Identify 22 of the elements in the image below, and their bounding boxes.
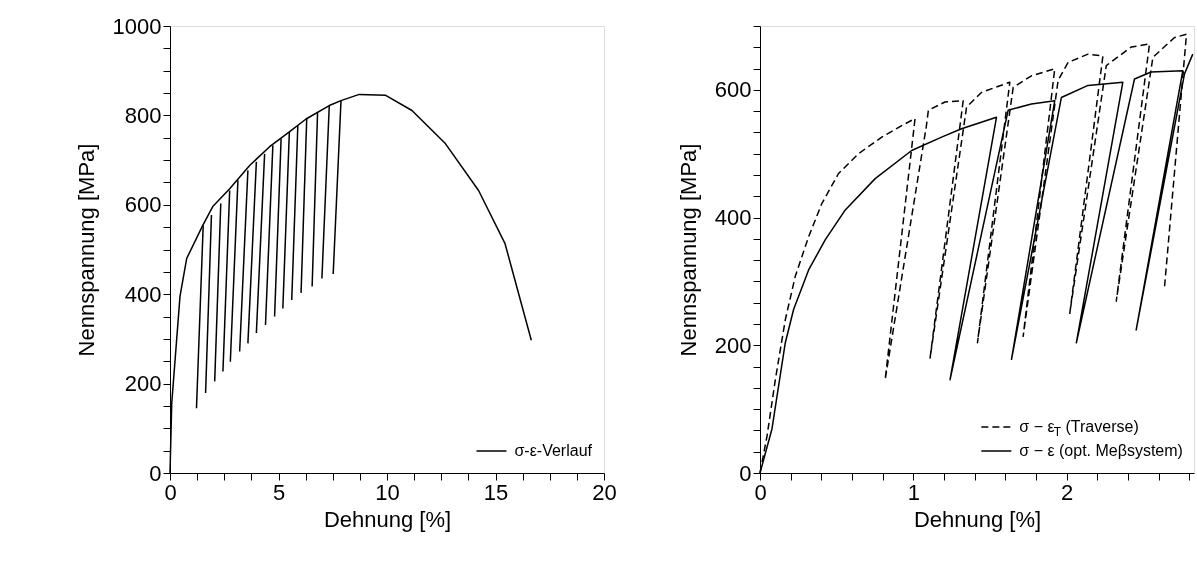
y-tick-label: 600	[124, 192, 162, 218]
y-tick-label: 600	[714, 77, 752, 103]
y-tick-label: 400	[714, 205, 752, 231]
x-tick-label: 10	[375, 479, 400, 505]
x-tick-label: 5	[272, 479, 286, 505]
y-tick-label: 400	[124, 281, 162, 307]
legend-label: σ-ε-Verlauf	[514, 442, 593, 459]
y-tick-label: 0	[739, 460, 752, 486]
y-axis-title: Nennspannung [MPa]	[675, 143, 701, 357]
x-tick-label: 15	[483, 479, 509, 505]
y-tick-label: 200	[124, 371, 162, 397]
x-axis-title: Dehnung [%]	[323, 506, 452, 532]
y-tick-label: 800	[124, 102, 162, 128]
y-tick-label: 1000	[112, 13, 162, 39]
x-tick-label: 1	[907, 479, 920, 505]
legend-label: σ − ε (opt. Meβsystem)	[1019, 442, 1183, 459]
x-tick-label: 20	[592, 479, 617, 505]
x-axis-title: Dehnung [%]	[913, 506, 1042, 532]
x-tick-label: 2	[1061, 479, 1074, 505]
y-axis-title: Nennspannung [MPa]	[73, 143, 99, 357]
y-tick-label: 0	[149, 460, 162, 486]
y-tick-label: 200	[714, 332, 752, 358]
